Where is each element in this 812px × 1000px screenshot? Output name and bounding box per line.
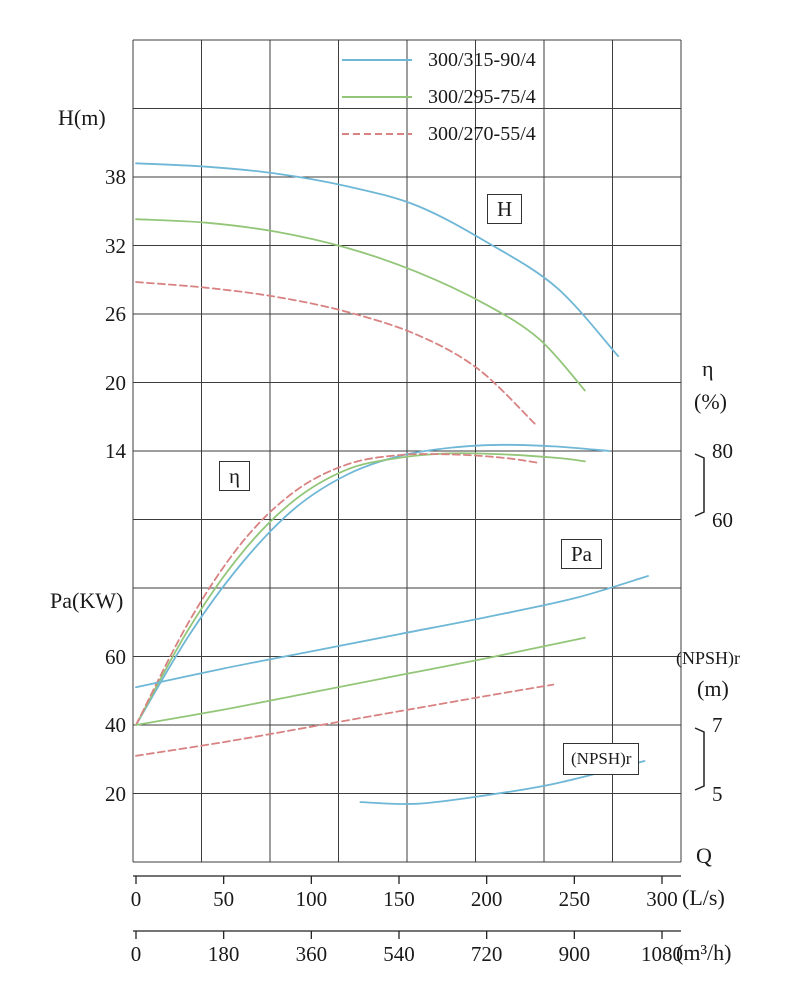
x-tick-m3h-540: 540 bbox=[383, 942, 415, 966]
legend-item-1: 300/295-75/4 bbox=[340, 85, 536, 109]
x-axes bbox=[133, 875, 681, 939]
legend: 300/315-90/4 300/295-75/4 300/270-55/4 bbox=[340, 48, 536, 146]
x-tick-m3h-180: 180 bbox=[207, 942, 240, 966]
h-curve-300-315-90-4 bbox=[135, 162, 620, 358]
eta-curve-300-270-55-4 bbox=[135, 453, 541, 726]
npsh-axis-title: (NPSH)r bbox=[676, 648, 741, 668]
h-curve-label: H bbox=[487, 194, 523, 224]
eta-curve-300-315-90-4 bbox=[135, 443, 611, 726]
x-tick-m3h-360: 360 bbox=[295, 942, 328, 966]
pa-tick-20: 20 bbox=[105, 781, 126, 806]
q-axis-title: Q bbox=[696, 843, 712, 868]
h-tick-20: 20 bbox=[105, 370, 126, 395]
grid bbox=[132, 39, 682, 863]
x-tick-ls-100: 100 bbox=[295, 887, 328, 911]
x-tick-m3h-1080: 1080 bbox=[641, 942, 683, 966]
eta-tick-60: 60 bbox=[712, 507, 733, 532]
h-tick-32: 32 bbox=[105, 233, 126, 258]
x-tick-ls-250: 250 bbox=[558, 887, 591, 911]
h-curve-300-270-55-4 bbox=[135, 281, 537, 426]
x-tick-m3h-900: 900 bbox=[558, 942, 591, 966]
legend-label: 300/270-55/4 bbox=[428, 123, 536, 145]
x-unit-m3h: (m³/h) bbox=[676, 940, 732, 965]
eta-curve-label: η bbox=[219, 461, 250, 491]
legend-label: 300/295-75/4 bbox=[428, 86, 536, 108]
x-tick-m3h-720: 720 bbox=[470, 942, 503, 966]
eta-tick-80: 80 bbox=[712, 439, 733, 463]
legend-item-0: 300/315-90/4 bbox=[340, 48, 536, 72]
x-tick-ls-0: 0 bbox=[130, 887, 142, 911]
legend-label: 300/315-90/4 bbox=[428, 49, 536, 71]
pa-curve-300-295-75-4 bbox=[135, 636, 586, 726]
x-tick-m3h-0: 0 bbox=[130, 942, 142, 966]
pa-curve-300-315-90-4 bbox=[135, 575, 649, 689]
npsh-curve-label: (NPSH)r bbox=[563, 743, 640, 775]
x-tick-ls-300: 300 bbox=[646, 887, 678, 911]
pa-curve-label: Pa bbox=[561, 539, 602, 569]
x-tick-ls-50: 50 bbox=[213, 887, 235, 911]
h-tick-14: 14 bbox=[105, 439, 126, 463]
legend-line-swatch bbox=[342, 133, 412, 135]
h-tick-26: 26 bbox=[105, 302, 126, 326]
legend-line-swatch bbox=[342, 96, 412, 98]
npsh-axis-unit: (m) bbox=[697, 676, 729, 701]
legend-item-2: 300/270-55/4 bbox=[340, 122, 536, 146]
eta-axis-unit: (%) bbox=[694, 389, 727, 414]
x-tick-ls-200: 200 bbox=[470, 887, 503, 911]
pa-tick-60: 60 bbox=[105, 644, 126, 669]
npsh-tick-5: 5 bbox=[712, 781, 723, 806]
legend-line-swatch bbox=[342, 59, 412, 61]
h-axis-title: H(m) bbox=[58, 105, 106, 130]
x-unit-ls: (L/s) bbox=[682, 885, 725, 910]
x-tick-ls-150: 150 bbox=[383, 887, 415, 911]
range-brackets bbox=[694, 453, 705, 791]
eta-curve-300-295-75-4 bbox=[135, 452, 586, 726]
h-tick-38: 38 bbox=[105, 165, 126, 189]
pa-curve-300-270-55-4 bbox=[135, 683, 555, 757]
pa-tick-40: 40 bbox=[105, 713, 126, 737]
eta-axis-title: η bbox=[702, 356, 714, 381]
pa-axis-title: Pa(KW) bbox=[50, 588, 124, 613]
npsh-tick-7: 7 bbox=[712, 713, 723, 737]
h-curve-300-295-75-4 bbox=[135, 218, 586, 392]
